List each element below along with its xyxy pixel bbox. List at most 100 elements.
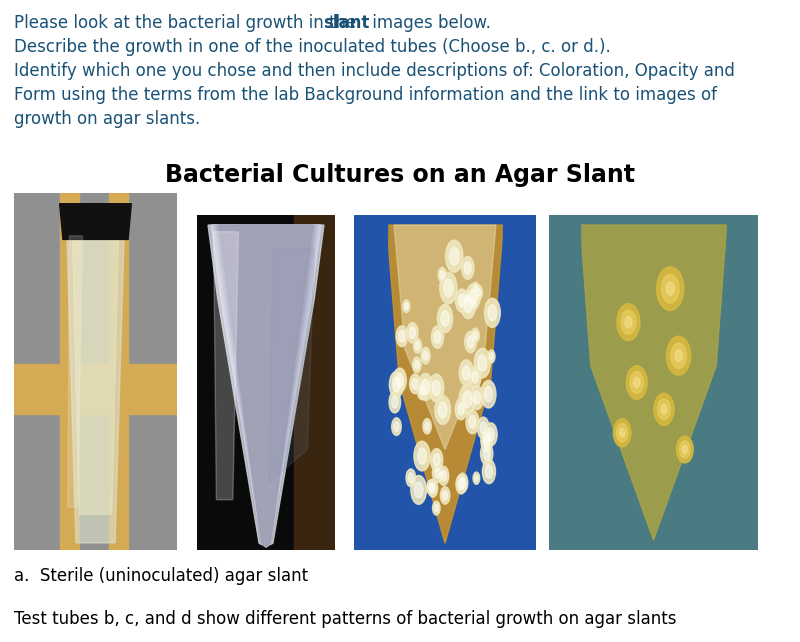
- Circle shape: [456, 474, 466, 494]
- Circle shape: [487, 428, 494, 440]
- Circle shape: [438, 402, 447, 418]
- Polygon shape: [215, 225, 317, 546]
- Text: slant: slant: [323, 14, 370, 32]
- Circle shape: [438, 304, 453, 333]
- Circle shape: [396, 325, 407, 347]
- Circle shape: [630, 372, 643, 394]
- Polygon shape: [66, 211, 125, 543]
- Circle shape: [440, 271, 444, 279]
- Circle shape: [625, 317, 632, 327]
- Circle shape: [476, 288, 481, 297]
- Circle shape: [441, 471, 446, 481]
- Circle shape: [463, 291, 471, 306]
- Circle shape: [455, 289, 468, 312]
- Circle shape: [485, 299, 500, 327]
- Circle shape: [472, 371, 478, 383]
- Circle shape: [484, 386, 493, 402]
- Circle shape: [427, 480, 435, 495]
- Circle shape: [423, 419, 431, 434]
- Circle shape: [473, 472, 480, 484]
- Circle shape: [413, 357, 421, 372]
- Polygon shape: [549, 215, 580, 550]
- Circle shape: [458, 479, 464, 490]
- Bar: [294, 215, 335, 550]
- Circle shape: [414, 338, 422, 353]
- Circle shape: [411, 476, 426, 504]
- Circle shape: [434, 454, 440, 466]
- Circle shape: [396, 374, 403, 387]
- Circle shape: [617, 424, 628, 442]
- Circle shape: [446, 240, 463, 272]
- Text: a.  Sterile (uninoculated) agar slant: a. Sterile (uninoculated) agar slant: [14, 567, 308, 585]
- Circle shape: [410, 327, 415, 338]
- Text: Please look at the bacterial growth in the: Please look at the bacterial growth in t…: [14, 14, 362, 32]
- Circle shape: [458, 473, 468, 492]
- Circle shape: [391, 396, 398, 408]
- Circle shape: [472, 300, 476, 308]
- Circle shape: [467, 336, 474, 348]
- Circle shape: [462, 366, 470, 380]
- Circle shape: [670, 343, 686, 369]
- Polygon shape: [580, 225, 726, 540]
- Polygon shape: [208, 225, 324, 546]
- Bar: [109, 193, 128, 550]
- Circle shape: [481, 442, 493, 465]
- Polygon shape: [213, 225, 319, 546]
- Circle shape: [434, 505, 438, 512]
- Circle shape: [390, 372, 403, 397]
- Circle shape: [438, 466, 449, 485]
- Polygon shape: [218, 225, 314, 546]
- Circle shape: [474, 285, 478, 292]
- Circle shape: [621, 310, 636, 334]
- Circle shape: [459, 384, 475, 415]
- Circle shape: [488, 350, 495, 363]
- Circle shape: [679, 441, 690, 458]
- Circle shape: [677, 436, 694, 463]
- Polygon shape: [218, 225, 314, 546]
- Polygon shape: [503, 215, 536, 550]
- Circle shape: [474, 285, 482, 300]
- Circle shape: [441, 311, 450, 326]
- Circle shape: [483, 436, 490, 447]
- Bar: [14, 365, 177, 414]
- Circle shape: [617, 304, 640, 341]
- Bar: [60, 193, 79, 550]
- Circle shape: [450, 247, 459, 265]
- Circle shape: [463, 391, 472, 408]
- Circle shape: [481, 381, 496, 408]
- Circle shape: [466, 284, 480, 309]
- Circle shape: [626, 366, 647, 399]
- Text: Bacterial Cultures on an Agar Slant: Bacterial Cultures on an Agar Slant: [165, 163, 635, 187]
- Circle shape: [440, 487, 450, 504]
- Circle shape: [418, 448, 426, 464]
- Circle shape: [465, 294, 470, 302]
- Circle shape: [614, 419, 631, 447]
- Polygon shape: [66, 211, 125, 543]
- Circle shape: [478, 355, 486, 371]
- Circle shape: [429, 483, 433, 491]
- Circle shape: [675, 350, 682, 361]
- Circle shape: [455, 399, 467, 420]
- Circle shape: [619, 428, 625, 437]
- Circle shape: [431, 325, 444, 348]
- Circle shape: [658, 399, 670, 420]
- Circle shape: [414, 360, 419, 369]
- Polygon shape: [726, 215, 758, 550]
- Text: c.: c.: [360, 537, 376, 555]
- Circle shape: [459, 360, 474, 386]
- Circle shape: [429, 374, 444, 402]
- Text: Identify which one you chose and then include descriptions of: Coloration, Opaci: Identify which one you chose and then in…: [14, 62, 735, 80]
- Circle shape: [458, 294, 466, 307]
- Circle shape: [657, 267, 684, 311]
- Circle shape: [393, 377, 400, 392]
- Polygon shape: [214, 225, 318, 546]
- Circle shape: [433, 501, 440, 515]
- Text: Test tubes b, c, and d show different patterns of bacterial growth on agar slant: Test tubes b, c, and d show different pa…: [14, 610, 677, 628]
- Circle shape: [428, 479, 438, 497]
- Polygon shape: [394, 225, 496, 449]
- Circle shape: [412, 378, 418, 389]
- Circle shape: [483, 433, 490, 445]
- Circle shape: [470, 386, 483, 410]
- Circle shape: [464, 261, 471, 274]
- Circle shape: [434, 468, 440, 478]
